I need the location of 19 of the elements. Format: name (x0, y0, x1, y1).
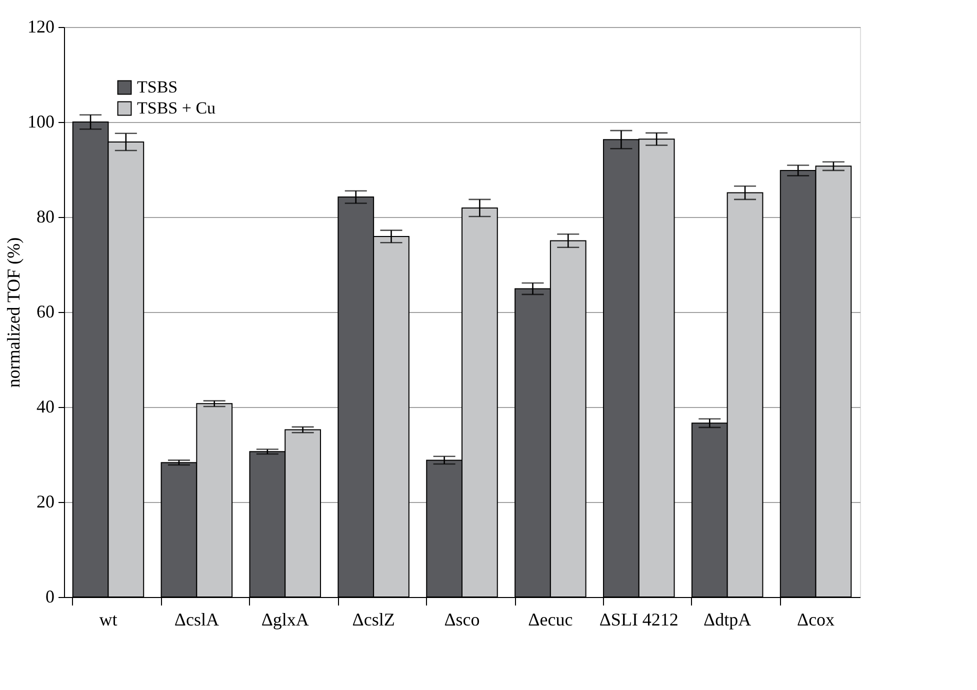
x-tick-label: Δsco (444, 610, 480, 630)
y-tick-label: 40 (36, 396, 54, 416)
y-tick-label: 60 (36, 302, 54, 322)
y-axis-title: normalized TOF (%) (4, 237, 24, 388)
y-tick-label: 80 (36, 206, 54, 226)
y-tick-label: 20 (36, 492, 54, 512)
x-tick-label: ΔglxA (261, 610, 309, 630)
x-tick-label: Δcox (796, 610, 835, 630)
x-tick-label: ΔcslA (174, 610, 219, 630)
x-tick-label: Δecuc (528, 610, 573, 630)
x-tick-label: wt (99, 610, 118, 630)
x-tick-label: ΔdtpA (704, 610, 752, 630)
x-tick-label: ΔcslZ (352, 610, 395, 630)
legend-label: TSBS (137, 78, 178, 96)
y-tick-label: 0 (46, 586, 54, 606)
legend-label: TSBS + Cu (137, 98, 216, 118)
y-tick-label: 120 (28, 16, 54, 36)
x-tick-label: ΔSLI 4212 (599, 610, 678, 630)
y-tick-label: 100 (28, 112, 54, 132)
